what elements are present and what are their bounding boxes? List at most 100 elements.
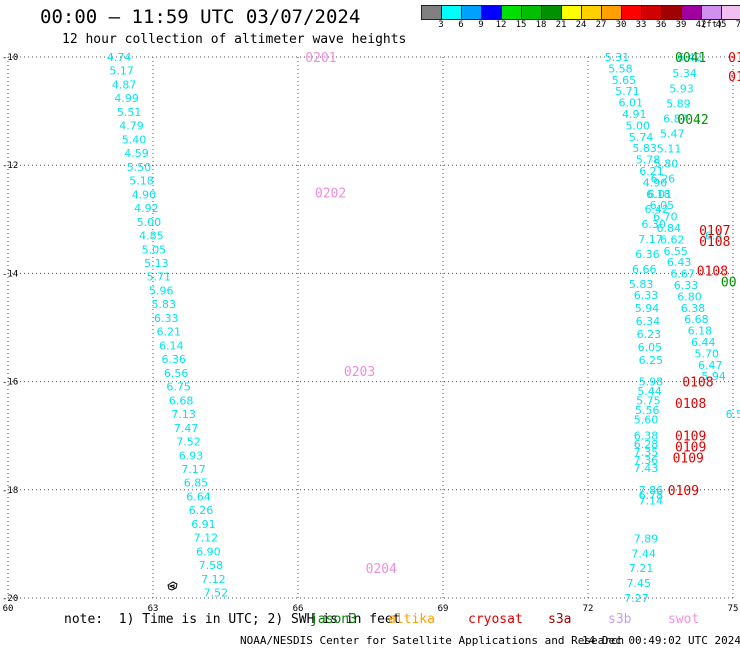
pass-id-label: 0109 — [675, 441, 706, 456]
wave-height-value: 5.31 — [605, 51, 630, 64]
wave-height-value: 6.36 — [161, 353, 186, 366]
legend-tick-label: 70 — [735, 20, 740, 30]
lon-tick-label: 63 — [148, 604, 159, 612]
wave-height-value: 7.14 — [639, 495, 664, 508]
wave-height-value: 6.34 — [636, 315, 661, 328]
wave-height-value: 5.93 — [669, 82, 694, 95]
pass-id-label: 0107 — [699, 224, 730, 239]
wave-height-value: 6.21 — [156, 326, 181, 339]
wave-height-value: 6.67 — [670, 268, 695, 281]
wave-height-value: 7.58 — [199, 559, 224, 572]
wave-height-value: 6.25 — [639, 354, 664, 367]
pass-id-label: 0201 — [305, 51, 336, 66]
wave-height-value: 6.75 — [166, 381, 191, 394]
satellite-legend-item: jason3 — [310, 612, 357, 627]
wave-height-value: 6.55 — [663, 245, 688, 258]
wave-height-value: 7.17 — [181, 463, 206, 476]
wave-height-value: 7.44 — [631, 547, 656, 560]
wave-height-value: 5.70 — [695, 347, 720, 360]
wave-height-value: 5.98 — [639, 376, 664, 389]
wave-height-value: 5.47 — [660, 128, 685, 141]
legend-tick-label: 45 — [715, 20, 727, 30]
wave-height-value: 6.26 — [651, 173, 676, 186]
wave-height-value: 5.74 — [629, 131, 654, 144]
wave-height-value: 6.26 — [189, 504, 214, 517]
wave-height-value: 6.68 — [684, 313, 709, 326]
wave-height-value: 5.80 — [654, 158, 679, 171]
wave-height-value: 5.83 — [629, 278, 654, 291]
lat-tick-label: -20 — [2, 594, 18, 604]
wave-height-value: 6.64 — [186, 490, 211, 503]
legend-tick-label: 42 — [695, 20, 707, 30]
wave-height-value: 5.11 — [657, 143, 682, 156]
pass-id-label: 0204 — [366, 562, 397, 577]
wave-height-value: 6.33 — [154, 312, 179, 325]
wave-height-value: 6.18 — [646, 188, 671, 201]
pass-id-label: 0108 — [675, 397, 706, 412]
wave-height-value: 4.79 — [119, 120, 144, 133]
satellite-legend-item: altika — [388, 612, 435, 627]
wave-height-value: 7.12 — [194, 532, 219, 545]
wave-height-value: 7.35 — [634, 446, 659, 459]
wave-height-value: 7.52 — [176, 436, 201, 449]
lat-tick-label: -16 — [2, 378, 18, 388]
pass-id-label: 0109 — [668, 484, 699, 499]
wave-height-value: 5.56 — [635, 404, 660, 417]
legend-tick-label: 24 — [575, 20, 587, 30]
wave-height-value: 6.21 — [639, 165, 664, 178]
wave-height-value: 6.42 — [644, 203, 669, 216]
wave-height-value: 6.91 — [191, 518, 216, 531]
wave-height-value: 6.84 — [657, 222, 682, 235]
wave-height-value: 6.14 — [159, 339, 184, 352]
wave-height-value: 6.23 — [637, 328, 662, 341]
wave-height-value: 5.34 — [672, 67, 697, 80]
wave-height-value: 5.44 — [637, 385, 662, 398]
wave-height-value: 4.90 — [643, 176, 668, 189]
wave-height-value: 6.56 — [726, 408, 740, 421]
wave-height-value: 7.17 — [638, 233, 663, 246]
map-title: 00:00 — 11:59 UTC 03/07/2024 — [40, 6, 361, 28]
wave-height-value: 7.27 — [624, 592, 649, 605]
wave-height-value: 4.90 — [132, 188, 157, 201]
pass-id-label: 00 — [721, 276, 737, 291]
legend-tick-label: 39 — [675, 20, 687, 30]
footer-note: note: 1) Time is in UTC; 2) SWH is in fe… — [64, 612, 401, 627]
wave-height-value: 5.40 — [122, 133, 147, 146]
wave-height-value: 6.68 — [169, 394, 194, 407]
legend-swatch — [721, 5, 740, 20]
wave-height-value: 6.78 — [639, 489, 664, 502]
credit-line: NOAA/NESDIS Center for Satellite Applica… — [240, 634, 625, 647]
pass-id-label: 0108 — [697, 265, 728, 280]
wave-height-value: 7.43 — [634, 462, 659, 475]
lon-tick-label: 72 — [583, 604, 594, 612]
wave-height-value: 5.18 — [129, 175, 154, 188]
wave-height-value: 5.78 — [636, 154, 661, 167]
wave-height-value: 5.71 — [147, 271, 172, 284]
wave-height-value: 6.38 — [634, 430, 659, 443]
wave-height-value: 6.93 — [179, 449, 204, 462]
map-subtitle: 12 hour collection of altimeter wave hei… — [62, 32, 407, 47]
legend-tick-label: 33 — [635, 20, 647, 30]
wave-height-value: 5.00 — [625, 119, 650, 132]
wave-height-value: 5.94 — [701, 370, 726, 383]
wave-height-value: 6.42 — [677, 51, 702, 64]
wave-height-value: 6.44 — [691, 336, 716, 349]
wave-height-value: 5.50 — [127, 161, 152, 174]
pass-id-label: 0108 — [682, 376, 713, 391]
wave-height-value: 4.92 — [134, 202, 159, 215]
legend-tick-label: 27 — [595, 20, 607, 30]
wave-height-value: 4.85 — [139, 230, 164, 243]
legend-tick-label: 30 — [615, 20, 627, 30]
legend-tick-label: 6 — [458, 20, 464, 30]
wave-height-value: 7.13 — [171, 408, 196, 421]
wave-height-value: 5.71 — [615, 85, 640, 98]
wave-height-value: 5.96 — [149, 284, 174, 297]
wave-height-value: 6.85 — [184, 477, 209, 490]
wave-height-value: 7.45 — [627, 577, 652, 590]
wave-height-value: 7.52 — [204, 587, 229, 600]
wave-height-value: 5.00 — [137, 216, 162, 229]
pass-id-label: 010 — [728, 70, 740, 85]
legend-tick-label: 12 — [495, 20, 507, 30]
